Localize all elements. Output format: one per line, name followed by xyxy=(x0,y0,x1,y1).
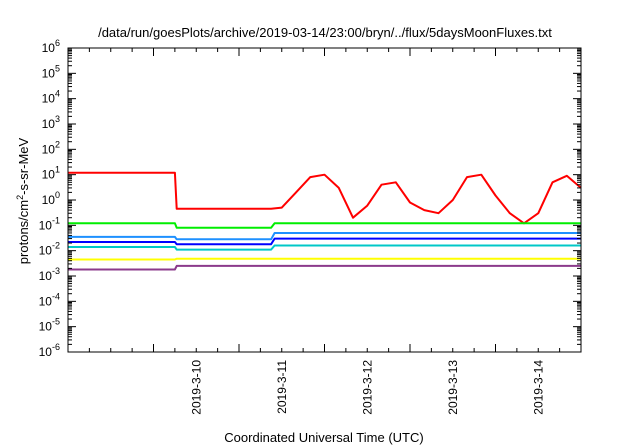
series-layer xyxy=(68,171,581,271)
y-tick-label: 103 xyxy=(42,114,60,131)
y-tick-exp: -4 xyxy=(52,291,60,301)
y-tick-exp: 0 xyxy=(55,190,60,200)
y-tick-label: 100 xyxy=(42,190,60,207)
x-tick-label: 2019-3-12 xyxy=(360,360,374,415)
y-tick-base: 10 xyxy=(42,92,56,106)
y-tick-exp: 3 xyxy=(55,114,60,124)
x-tick-label: 2019-3-14 xyxy=(531,360,545,415)
series-line-4 xyxy=(68,237,581,246)
y-tick-exp: -2 xyxy=(52,241,60,251)
y-tick-base: 10 xyxy=(42,66,56,80)
y-tick-label: 102 xyxy=(42,139,60,156)
y-tick-exp: 5 xyxy=(55,63,60,73)
series-line-2 xyxy=(68,222,581,229)
y-axis-label-sup: 2 xyxy=(15,195,25,200)
y-tick-base: 10 xyxy=(42,168,56,182)
chart-title: /data/run/goesPlots/archive/2019-03-14/2… xyxy=(98,25,552,40)
y-tick-base: 10 xyxy=(39,269,53,283)
y-tick-label: 10-4 xyxy=(39,291,60,308)
y-tick-exp: 2 xyxy=(55,139,60,149)
y-tick-label: 10-3 xyxy=(39,266,60,283)
x-tick-label: 2019-3-11 xyxy=(275,360,289,414)
y-tick-label: 104 xyxy=(42,89,60,106)
y-tick-exp: -1 xyxy=(52,215,60,225)
y-tick-label: 10-1 xyxy=(39,215,60,232)
y-tick-base: 10 xyxy=(42,117,56,131)
x-axis: 2019-3-10 2019-3-11 2019-3-12 2019-3-13 2019… xyxy=(67,48,582,415)
series-line-5 xyxy=(68,244,581,251)
y-tick-exp: -5 xyxy=(52,317,60,327)
series-line-6 xyxy=(68,257,581,261)
y-tick-label: 10-5 xyxy=(39,317,60,334)
y-tick-exp: 1 xyxy=(55,165,60,175)
y-tick-label: 106 xyxy=(42,38,60,55)
y-tick-base: 10 xyxy=(39,294,53,308)
y-axis-label: protons/cm2-s-sr-MeV xyxy=(15,137,31,264)
y-tick-base: 10 xyxy=(39,218,53,232)
y-tick-exp: 6 xyxy=(55,38,60,48)
y-tick-label: 105 xyxy=(42,63,60,80)
y-axis: 10-610-510-410-310-210-11001011021031041… xyxy=(39,38,581,359)
y-tick-base: 10 xyxy=(39,320,53,334)
y-tick-base: 10 xyxy=(39,244,53,258)
y-tick-exp: -3 xyxy=(52,266,60,276)
x-axis-label: Coordinated Universal Time (UTC) xyxy=(224,430,423,445)
y-axis-label-suffix: -s-sr-MeV xyxy=(16,137,31,194)
y-tick-base: 10 xyxy=(42,193,56,207)
y-tick-base: 10 xyxy=(42,142,56,156)
y-tick-label: 10-2 xyxy=(39,241,60,258)
series-line-3 xyxy=(68,232,581,241)
y-tick-exp: 4 xyxy=(55,89,60,99)
y-tick-base: 10 xyxy=(42,41,56,55)
series-line-1 xyxy=(68,171,581,225)
y-tick-label: 101 xyxy=(42,165,60,182)
y-tick-base: 10 xyxy=(39,345,53,359)
y-tick-exp: -6 xyxy=(52,342,60,352)
x-tick-label: 2019-3-10 xyxy=(189,360,203,415)
x-tick-label: 2019-3-13 xyxy=(446,360,460,415)
y-tick-label: 10-6 xyxy=(39,342,60,359)
y-axis-label-prefix: protons/cm xyxy=(16,200,31,264)
plot-frame xyxy=(67,47,582,353)
series-line-7 xyxy=(68,264,581,271)
